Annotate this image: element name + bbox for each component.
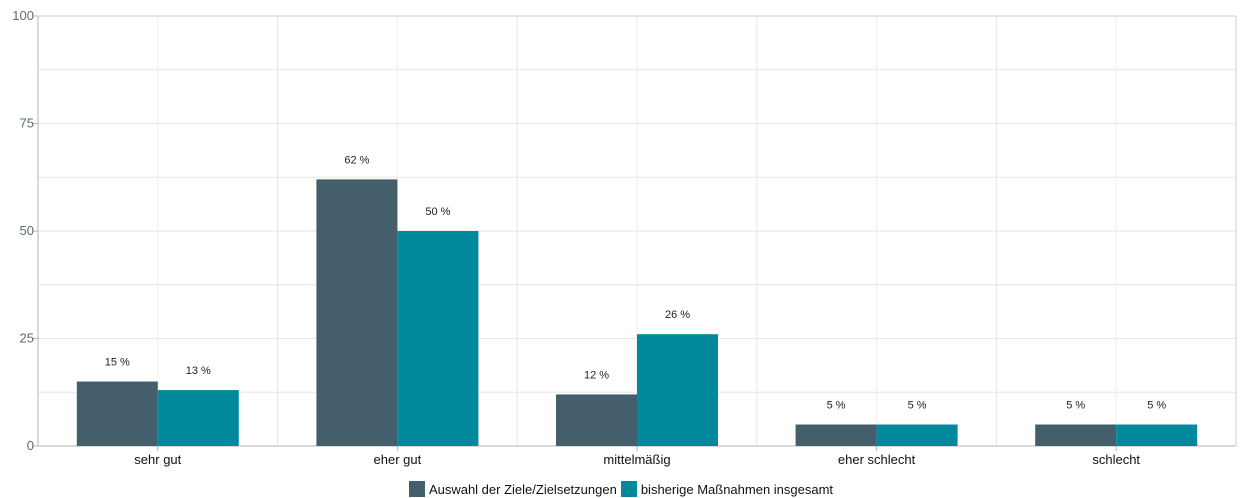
legend-swatch-series-1 [408,481,425,497]
x-tick-label: schlecht [1092,452,1140,467]
bar-chart: 0 25 50 75 100 sehr gut eher gut mittelmäßig ehe… [12,8,1237,467]
bar-series-1[interactable] [556,394,637,446]
data-label-series-2: 5 % [908,400,927,412]
x-tick-label: eher gut [374,452,422,467]
data-label-series-1: 5 % [827,400,846,412]
legend-item-series-1[interactable]: Auswahl der Ziele/Zielsetzungen [408,481,617,497]
y-tick-label: 25 [20,331,34,346]
data-label-series-1: 12 % [584,369,609,381]
legend-swatch-series-2 [620,481,637,497]
data-label-series-1: 15 % [105,357,130,369]
bar-series-1[interactable] [316,179,398,446]
bar-series-2[interactable] [1116,424,1198,447]
data-label-series-2: 26 % [665,309,690,321]
x-tick-label: eher schlecht [838,452,916,467]
y-tick-label: 0 [27,438,34,453]
y-tick-label: 50 [20,223,34,238]
y-tick-label: 100 [12,8,34,23]
y-tick-label: 75 [20,116,34,131]
bar-series-2[interactable] [876,424,958,447]
bar-series-2[interactable] [397,231,479,446]
bar-series-2[interactable] [637,334,718,446]
bar-series-1[interactable] [1035,424,1117,447]
data-label-series-2: 13 % [186,365,211,377]
x-tick-label: sehr gut [134,452,181,467]
data-label-series-1: 5 % [1066,400,1085,412]
data-label-series-2: 50 % [425,206,450,218]
data-labels: 15 % 62 % 12 % 5 % 5 % 13 % 50 % 26 % 5 % 5 % [105,154,1167,411]
bar-series-1[interactable] [76,381,158,447]
x-tick-label: mittelmäßig [603,452,670,467]
legend-item-series-2[interactable]: bisherige Maßnahmen insgesamt [620,481,834,497]
bar-series-1[interactable] [795,424,877,447]
legend-label-series-1: Auswahl der Ziele/Zielsetzungen [428,481,617,497]
bars [76,179,1198,447]
legend-label-series-2: bisherige Maßnahmen insgesamt [640,481,834,497]
legend: Auswahl der Ziele/Zielsetzungen bisherig… [0,480,1242,498]
data-label-series-1: 62 % [344,154,369,166]
bar-series-2[interactable] [157,390,239,446]
data-label-series-2: 5 % [1147,400,1166,412]
